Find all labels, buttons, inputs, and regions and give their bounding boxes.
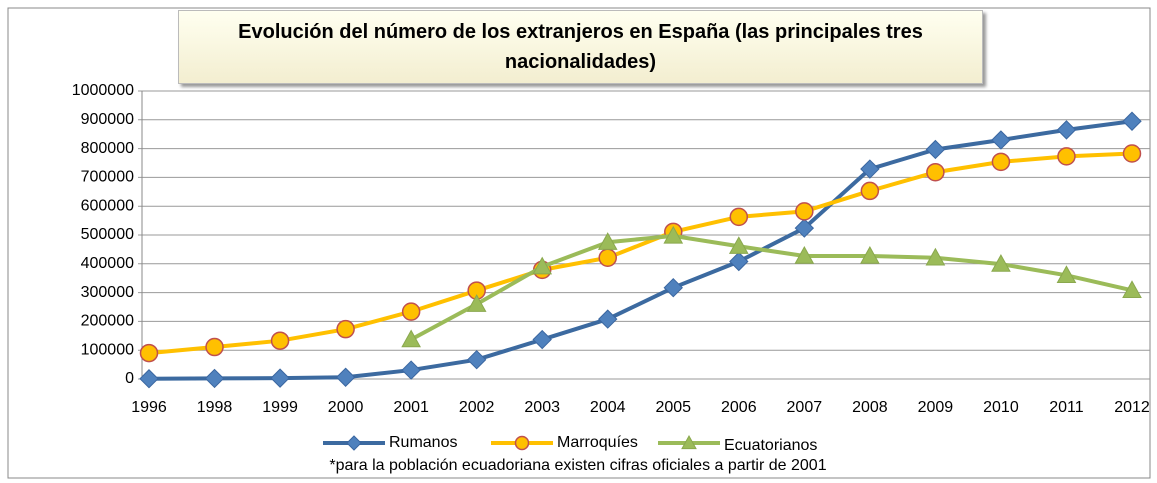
marker <box>598 309 618 329</box>
legend-marker <box>681 434 697 450</box>
y-tick-label: 200000 <box>81 313 134 330</box>
marker <box>270 368 290 388</box>
series-line <box>148 151 1133 356</box>
legend-label: Rumanos <box>389 434 457 451</box>
marker <box>663 225 684 244</box>
y-tick-label: 700000 <box>81 169 134 186</box>
y-tick-label: 300000 <box>81 284 134 301</box>
marker <box>139 343 159 363</box>
marker <box>336 319 355 339</box>
y-tick-label: 1000000 <box>72 82 134 99</box>
marker <box>270 331 290 350</box>
x-tick-label: 1999 <box>262 399 298 416</box>
x-tick-label: 2001 <box>393 399 429 416</box>
marker <box>728 236 749 254</box>
marker <box>139 369 159 389</box>
legend-marker <box>346 435 362 451</box>
y-tick-label: 900000 <box>81 111 134 128</box>
marker <box>205 337 224 357</box>
marker <box>795 202 814 221</box>
marker <box>860 245 880 264</box>
x-tick-label: 2008 <box>852 399 888 416</box>
marker <box>926 162 945 182</box>
x-tick-label: 2000 <box>328 399 364 416</box>
marker <box>991 152 1011 172</box>
marker <box>991 254 1011 272</box>
marker <box>860 159 880 179</box>
y-tick-label: 0 <box>125 370 134 387</box>
y-tick-label: 400000 <box>81 255 134 272</box>
marker <box>925 247 946 266</box>
marker <box>794 218 815 238</box>
marker <box>466 294 487 312</box>
marker <box>860 181 880 201</box>
x-tick-label: 2005 <box>655 399 691 416</box>
y-tick-label: 100000 <box>81 341 134 358</box>
marker <box>466 349 487 370</box>
legend-marker <box>514 435 530 451</box>
series-line <box>410 233 1133 342</box>
marker <box>598 248 617 268</box>
marker <box>729 207 749 227</box>
marker <box>663 277 683 298</box>
marker <box>729 251 749 272</box>
chart-title: Evolución del número de los extranjeros … <box>178 10 983 84</box>
marker <box>401 302 421 321</box>
x-tick-label: 2011 <box>1049 399 1084 416</box>
footnote: *para la población ecuadoriana existen c… <box>329 457 826 474</box>
x-tick-label: 2010 <box>983 399 1019 416</box>
marker <box>532 329 552 350</box>
marker <box>1057 147 1076 166</box>
marker <box>1122 144 1142 163</box>
legend-label: Ecuatorianos <box>724 437 817 454</box>
marker <box>1122 111 1142 131</box>
y-tick-label: 500000 <box>81 226 134 243</box>
marker <box>335 367 356 387</box>
legend-label: Marroquíes <box>557 434 638 451</box>
x-tick-label: 2003 <box>524 399 560 416</box>
marker <box>401 329 421 348</box>
chart-frame <box>7 7 1151 479</box>
x-tick-label: 2004 <box>590 399 626 416</box>
marker <box>532 256 553 275</box>
marker <box>794 245 815 264</box>
x-tick-label: 1998 <box>197 399 233 416</box>
x-tick-label: 2002 <box>459 399 495 416</box>
y-tick-label: 800000 <box>81 140 134 157</box>
marker <box>204 368 225 389</box>
x-tick-label: 2007 <box>787 399 823 416</box>
marker <box>401 360 421 380</box>
marker <box>925 139 946 160</box>
x-tick-label: 1996 <box>131 399 167 416</box>
x-tick-label: 2006 <box>721 399 757 416</box>
marker <box>1056 265 1077 284</box>
y-tick-label: 600000 <box>81 197 134 214</box>
marker <box>1122 280 1142 298</box>
series-line <box>148 119 1133 381</box>
marker <box>991 130 1011 150</box>
marker <box>597 232 618 250</box>
x-tick-label: 2012 <box>1114 399 1150 416</box>
marker <box>1056 120 1077 140</box>
x-tick-label: 2009 <box>918 399 954 416</box>
